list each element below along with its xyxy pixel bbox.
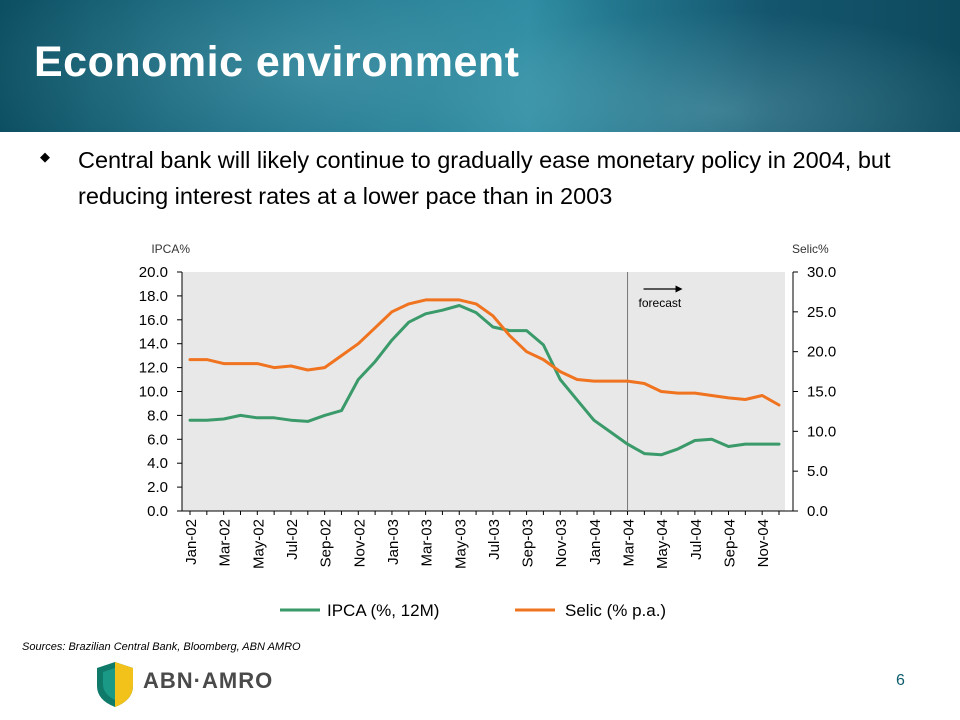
left-tick-label: 20.0	[139, 264, 168, 281]
ipca-line	[188, 304, 781, 457]
x-tick-label: Mar-02	[217, 519, 234, 567]
selic-line	[188, 298, 781, 407]
x-tick-label: Nov-04	[755, 519, 772, 567]
bullet-text: Central bank will likely continue to gra…	[78, 147, 891, 209]
left-tick-label: 2.0	[147, 479, 168, 496]
diamond-bullet-icon: ◆	[40, 149, 50, 164]
x-tick-label: Sep-02	[318, 519, 335, 567]
logo-text: ABN·AMRO	[143, 668, 274, 693]
x-tick-label: May-03	[452, 519, 469, 569]
left-tick-label: 18.0	[139, 288, 168, 305]
right-axis-label: Selic%	[792, 242, 829, 256]
forecast-label: forecast	[639, 296, 682, 310]
legend-selic-label: Selic (% p.a.)	[565, 601, 666, 620]
right-tick-label: 0.0	[807, 503, 828, 520]
x-tick-label: Jul-04	[688, 519, 705, 560]
x-tick-label: Jan-02	[183, 519, 200, 565]
right-tick-label: 30.0	[807, 264, 836, 281]
x-tick-label: Mar-03	[419, 519, 436, 567]
x-tick-label: Jul-02	[284, 519, 301, 560]
x-tick-label: Sep-03	[520, 519, 537, 567]
footer	[0, 656, 960, 720]
x-tick-label: Jan-03	[385, 519, 402, 565]
x-tick-label: Jan-04	[587, 519, 604, 565]
ipca-selic-chart: 20.0 18.0 16.0 14.0 12.0 10.0 8.0 6.0 4.0 2.0 0.0 I…	[139, 242, 836, 620]
x-tick-label: Mar-04	[621, 519, 638, 567]
banner-wave	[0, 0, 660, 132]
x-tick-label: Nov-03	[553, 519, 570, 567]
header-banner: Economic environment	[0, 0, 960, 132]
left-tick-label: 0.0	[147, 503, 168, 520]
x-tick-label: Sep-04	[722, 519, 739, 567]
right-tick-label: 25.0	[807, 304, 836, 321]
left-tick-label: 12.0	[139, 360, 168, 377]
left-tick-label: 8.0	[147, 407, 168, 424]
right-tick-label: 5.0	[807, 463, 828, 480]
left-tick-label: 16.0	[139, 312, 168, 329]
left-tick-label: 4.0	[147, 455, 168, 472]
left-axis-label: IPCA%	[151, 242, 190, 256]
right-tick-label: 15.0	[807, 384, 836, 401]
left-tick-label: 14.0	[139, 336, 168, 353]
abn-amro-logo: ABN·AMRO	[95, 660, 275, 710]
legend-ipca-label: IPCA (%, 12M)	[327, 601, 439, 620]
plot-area	[182, 272, 785, 511]
x-tick-label: May-04	[654, 519, 671, 569]
slide-title: Economic environment	[34, 38, 520, 86]
x-tick-label: Nov-02	[351, 519, 368, 567]
right-tick-label: 20.0	[807, 344, 836, 361]
x-tick-label: Jul-03	[486, 519, 503, 560]
sources-note: Sources: Brazilian Central Bank, Bloombe…	[22, 641, 301, 653]
left-tick-label: 6.0	[147, 431, 168, 448]
shield-logo-icon	[97, 662, 133, 707]
left-tick-label: 10.0	[139, 384, 168, 401]
right-tick-label: 10.0	[807, 423, 836, 440]
forecast-arrow-head	[675, 285, 683, 293]
x-tick-label: May-02	[250, 519, 267, 569]
page-number: 6	[896, 672, 905, 689]
